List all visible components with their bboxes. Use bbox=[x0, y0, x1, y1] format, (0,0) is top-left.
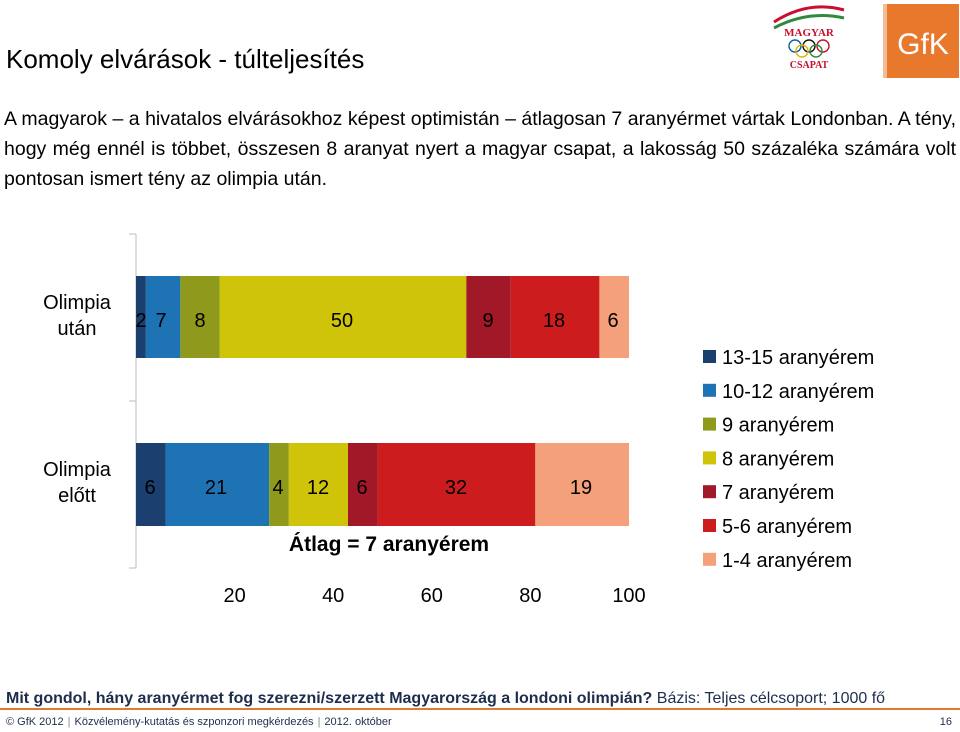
x-tick-label: 20 bbox=[223, 585, 245, 607]
data-label: 6 bbox=[356, 477, 367, 499]
bar-segment bbox=[347, 443, 378, 526]
data-label: 4 bbox=[272, 477, 283, 499]
magyar-csapat-logo: MAGYAR CSAPAT bbox=[768, 2, 850, 72]
bar-segment bbox=[180, 276, 220, 358]
data-label: 8 bbox=[194, 310, 205, 332]
average-annotation: Átlag = 7 aranyérem bbox=[289, 533, 489, 556]
legend-label: 10-12 aranyérem bbox=[722, 381, 874, 403]
gfk-text: GfK bbox=[897, 28, 949, 61]
x-tick-label: 80 bbox=[519, 585, 541, 607]
data-label: 2 bbox=[135, 310, 146, 332]
x-tick-label: 100 bbox=[612, 585, 645, 607]
legend-label: 8 aranyérem bbox=[722, 448, 834, 470]
legend-swatch bbox=[703, 552, 716, 566]
legend-label: 5-6 aranyérem bbox=[722, 516, 852, 538]
footer-date: 2012. október bbox=[324, 716, 392, 728]
x-tick-label: 40 bbox=[322, 585, 344, 607]
legend-swatch bbox=[703, 519, 716, 532]
bar-segment bbox=[510, 276, 600, 358]
csapat-text: CSAPAT bbox=[790, 60, 829, 71]
footer-divider bbox=[0, 708, 960, 710]
bar-segment bbox=[599, 276, 629, 358]
legend-swatch bbox=[703, 417, 716, 431]
intro-paragraph: A magyarok – a hivatalos elvárásokhoz ké… bbox=[4, 108, 956, 190]
bar-segment bbox=[165, 443, 270, 526]
data-label: 6 bbox=[144, 477, 155, 499]
data-label: 19 bbox=[570, 477, 592, 499]
legend-label: 13-15 aranyérem bbox=[722, 347, 874, 369]
legend-swatch bbox=[703, 485, 716, 499]
data-label: 12 bbox=[307, 477, 329, 499]
data-label: 9 bbox=[482, 310, 493, 332]
bar-segment bbox=[377, 443, 536, 526]
legend-swatch bbox=[703, 383, 716, 397]
legend-swatch bbox=[703, 451, 716, 465]
data-label: 6 bbox=[607, 310, 618, 332]
footer-separator: | bbox=[67, 716, 71, 728]
bar-segment bbox=[145, 276, 181, 358]
bar-segment bbox=[269, 443, 289, 526]
footer-study: Közvélemény-kutatás és szponzori megkérd… bbox=[74, 716, 314, 728]
sample-base: Bázis: Teljes célcsoport; 1000 fő bbox=[652, 690, 886, 707]
footer-separator: | bbox=[317, 716, 321, 728]
bar-segment bbox=[466, 276, 511, 358]
footer-copyright: © GfK 2012 bbox=[6, 716, 64, 728]
category-label: Olimpia után bbox=[43, 292, 112, 340]
bar-segment bbox=[219, 276, 467, 358]
legend-label: 7 aranyérem bbox=[722, 482, 834, 504]
slide-title: Komoly elvárások - túlteljesítés bbox=[6, 44, 365, 74]
bar-segment bbox=[136, 276, 146, 358]
magyar-text: MAGYAR bbox=[784, 27, 835, 39]
category-label: Olimpia előtt bbox=[43, 459, 112, 507]
data-label: 50 bbox=[331, 310, 353, 332]
legend-label: 1-4 aranyérem bbox=[722, 550, 852, 572]
bar-segment bbox=[535, 443, 629, 526]
x-tick-label: 60 bbox=[421, 585, 443, 607]
legend-swatch bbox=[703, 350, 716, 363]
footnote: Mit gondol, hány aranyérmet fog szerezni… bbox=[6, 690, 885, 708]
data-label: 21 bbox=[205, 477, 227, 499]
footer: © GfK 2012 | Közvélemény-kutatás és szponz… bbox=[6, 716, 392, 728]
legend-label: 9 aranyérem bbox=[722, 415, 834, 437]
data-label: 32 bbox=[445, 477, 467, 499]
data-label: 18 bbox=[543, 310, 565, 332]
bar-segment bbox=[288, 443, 348, 526]
gfk-logo: GfK bbox=[883, 4, 959, 78]
bar-segment bbox=[136, 443, 166, 526]
page-number: 16 bbox=[939, 716, 952, 728]
data-label: 7 bbox=[155, 310, 166, 332]
survey-question: Mit gondol, hány aranyérmet fog szerezni… bbox=[6, 690, 653, 707]
